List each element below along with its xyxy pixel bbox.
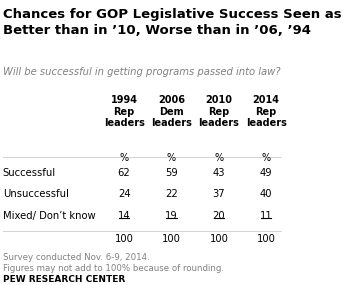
Text: Will be successful in getting programs passed into law?: Will be successful in getting programs p… <box>3 67 280 77</box>
Text: 1994
Rep
leaders: 1994 Rep leaders <box>104 95 144 128</box>
Text: 24: 24 <box>118 189 130 199</box>
Text: 100: 100 <box>115 234 133 244</box>
Text: %: % <box>262 152 271 162</box>
Text: Unsuccessful: Unsuccessful <box>3 189 69 199</box>
Text: 100: 100 <box>209 234 228 244</box>
Text: 62: 62 <box>118 168 131 178</box>
Text: 49: 49 <box>260 168 273 178</box>
Text: 19: 19 <box>165 211 178 221</box>
Text: 100: 100 <box>257 234 276 244</box>
Text: Figures may not add to 100% because of rounding.: Figures may not add to 100% because of r… <box>3 264 224 273</box>
Text: 37: 37 <box>212 189 225 199</box>
Text: 20: 20 <box>212 211 225 221</box>
Text: Survey conducted Nov. 6-9, 2014.: Survey conducted Nov. 6-9, 2014. <box>3 253 150 262</box>
Text: 2010
Rep
leaders: 2010 Rep leaders <box>198 95 239 128</box>
Text: %: % <box>120 152 129 162</box>
Text: %: % <box>214 152 223 162</box>
Text: 100: 100 <box>162 234 181 244</box>
Text: 40: 40 <box>260 189 273 199</box>
Text: Chances for GOP Legislative Success Seen as
Better than in ’10, Worse than in ’0: Chances for GOP Legislative Success Seen… <box>3 8 342 37</box>
Text: PEW RESEARCH CENTER: PEW RESEARCH CENTER <box>3 275 125 284</box>
Text: Successful: Successful <box>3 168 56 178</box>
Text: 2006
Dem
leaders: 2006 Dem leaders <box>151 95 192 128</box>
Text: Mixed/ Don’t know: Mixed/ Don’t know <box>3 211 96 221</box>
Text: 2014
Rep
leaders: 2014 Rep leaders <box>246 95 287 128</box>
Text: 22: 22 <box>165 189 178 199</box>
Text: %: % <box>167 152 176 162</box>
Text: 43: 43 <box>212 168 225 178</box>
Text: 11: 11 <box>260 211 273 221</box>
Text: 59: 59 <box>165 168 178 178</box>
Text: 14: 14 <box>118 211 130 221</box>
